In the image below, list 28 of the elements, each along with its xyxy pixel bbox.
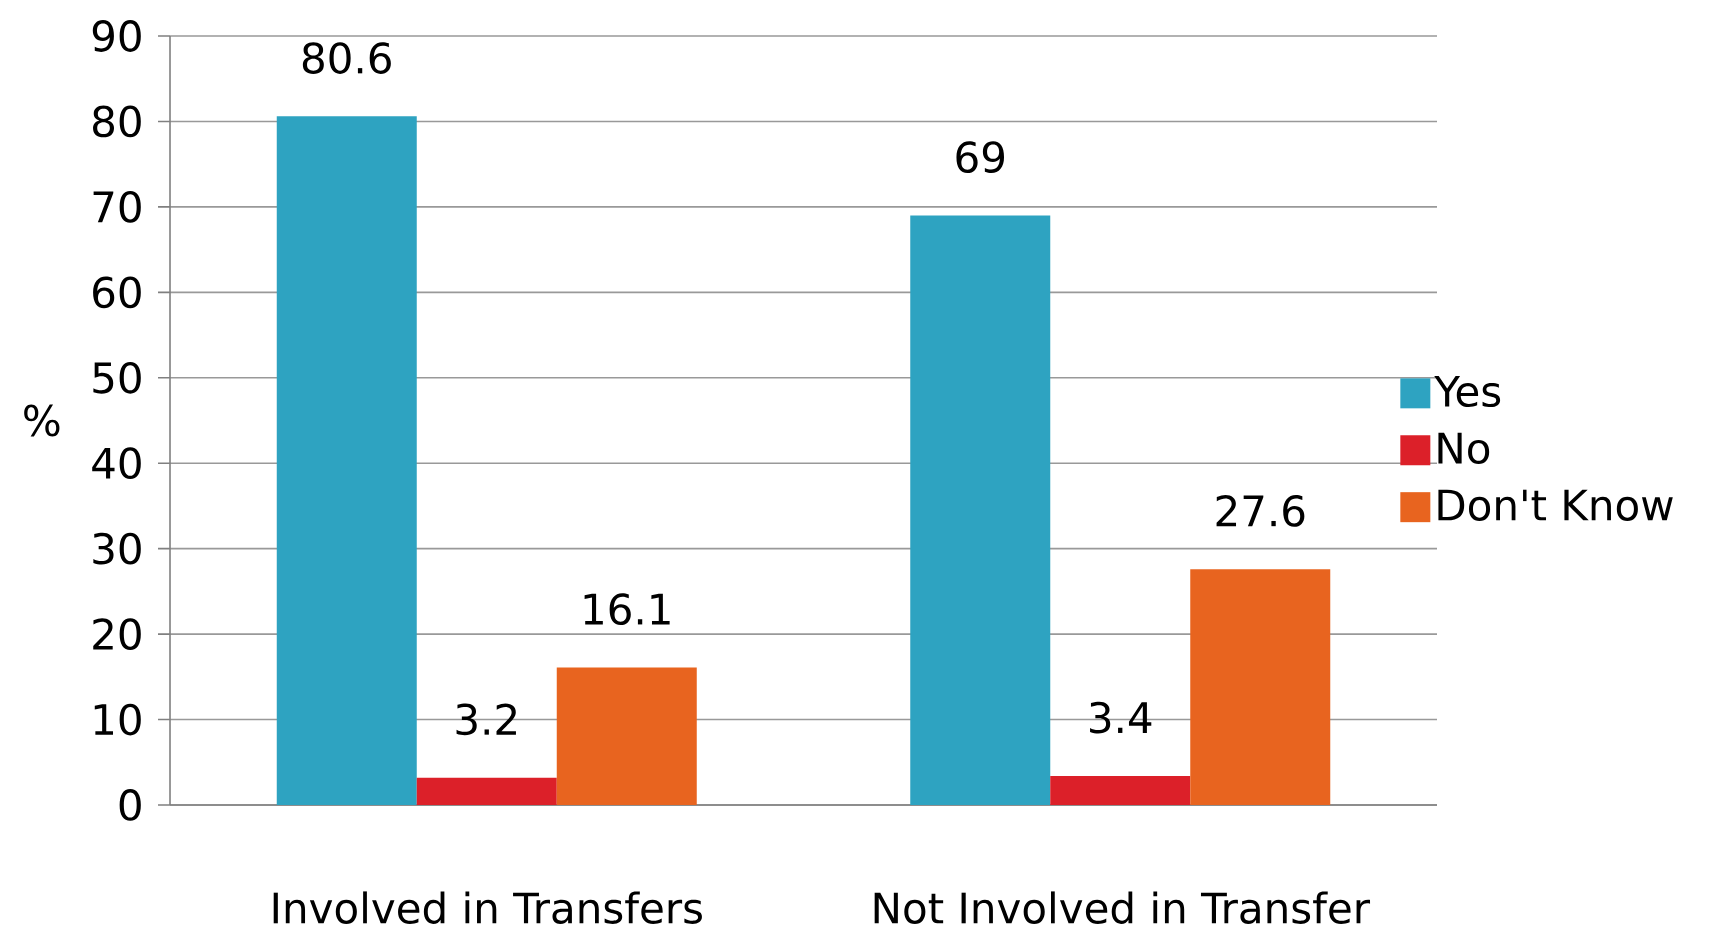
x-tick-label: Not Involved in Transfer bbox=[874, 891, 1371, 924]
bar bbox=[416, 777, 557, 806]
legend-label: Don't Know bbox=[1438, 489, 1673, 521]
y-tick-label: 90 bbox=[92, 20, 141, 52]
y-tick-label: 10 bbox=[94, 703, 141, 736]
data-label: 80.6 bbox=[302, 42, 391, 74]
bar bbox=[910, 215, 1051, 806]
data-label: 3.2 bbox=[456, 703, 516, 736]
bar bbox=[556, 667, 697, 806]
y-tick-label: 80 bbox=[93, 105, 141, 138]
bar bbox=[276, 116, 417, 806]
bar bbox=[1190, 569, 1331, 806]
data-label: 3.4 bbox=[1090, 701, 1152, 734]
y-tick-label: 30 bbox=[93, 532, 141, 565]
y-tick-label: 70 bbox=[93, 191, 141, 223]
y-tick-label: 50 bbox=[93, 361, 141, 394]
y-tick-label: 0 bbox=[119, 789, 141, 821]
legend-label: No bbox=[1438, 432, 1490, 465]
y-axis-title: % bbox=[24, 404, 60, 437]
data-label: 27.6 bbox=[1216, 495, 1305, 527]
y-tick-label: 60 bbox=[93, 276, 141, 309]
y-tick-label: 20 bbox=[93, 618, 141, 651]
legend-label: Yes bbox=[1434, 375, 1501, 408]
data-label: 16.1 bbox=[584, 593, 670, 626]
x-tick-label: Involved in Transfers bbox=[273, 891, 702, 924]
data-label: 69 bbox=[956, 141, 1005, 174]
bar bbox=[1050, 775, 1191, 806]
y-tick-label: 40 bbox=[92, 447, 141, 480]
